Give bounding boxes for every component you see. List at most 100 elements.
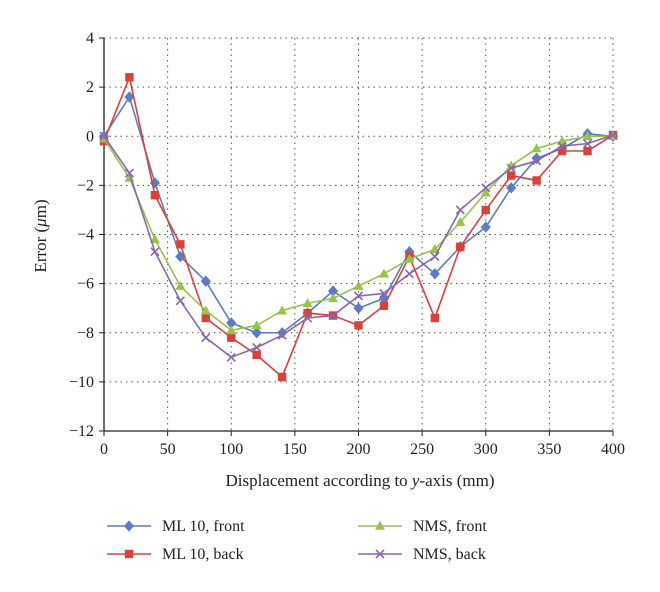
data-point xyxy=(456,242,465,251)
x-tick-label: 350 xyxy=(537,441,561,458)
data-point xyxy=(378,268,389,278)
legend-label: ML 10, front xyxy=(162,518,245,535)
data-point xyxy=(506,163,516,173)
data-point xyxy=(582,131,593,141)
y-tick-label: 0 xyxy=(86,128,94,145)
legend-entry: NMS, back xyxy=(358,546,486,563)
legend-label: ML 10, back xyxy=(162,546,244,563)
data-point xyxy=(226,325,237,335)
y-tick-label: 4 xyxy=(86,30,94,47)
legend-marker xyxy=(123,520,135,532)
data-point xyxy=(303,313,313,323)
x-axis-title: Displacement according to y-axis (mm) xyxy=(225,471,494,490)
data-point xyxy=(354,321,363,330)
data-point xyxy=(481,183,491,193)
y-axis-title: Error (μm) xyxy=(31,199,50,272)
data-point xyxy=(226,352,236,362)
data-point xyxy=(200,305,211,315)
legend-entry: NMS, front xyxy=(358,518,487,535)
data-point xyxy=(480,187,491,197)
legend: ML 10, front ML 10, back NMS, front NMS, ba… xyxy=(107,518,487,563)
y-tick-label: 2 xyxy=(86,79,94,96)
data-point xyxy=(175,280,186,290)
legend-entry: ML 10, front xyxy=(107,518,245,535)
legend-label: NMS, front xyxy=(413,518,487,535)
data-point xyxy=(353,291,364,301)
y-tick-label: −8 xyxy=(77,325,94,342)
data-point xyxy=(353,302,364,314)
data-point xyxy=(557,141,567,151)
data-point xyxy=(201,313,210,323)
data-point xyxy=(277,372,287,382)
data-point xyxy=(149,234,160,244)
data-point xyxy=(328,293,339,303)
x-tick-label: 0 xyxy=(100,441,108,458)
data-point xyxy=(175,296,185,306)
legend-entry: ML 10, back xyxy=(107,546,244,563)
data-point xyxy=(328,310,338,321)
data-point xyxy=(124,168,135,178)
data-point xyxy=(429,268,440,280)
legend-label: NMS, back xyxy=(413,546,486,563)
data-point xyxy=(531,143,542,153)
data-point xyxy=(455,205,465,215)
data-point xyxy=(252,350,261,360)
data-point xyxy=(150,191,160,200)
data-point xyxy=(200,275,211,287)
data-point xyxy=(251,326,262,339)
data-point xyxy=(227,333,236,342)
data-point xyxy=(507,171,516,180)
y-tick-label: −12 xyxy=(69,423,94,440)
y-tick-label: −6 xyxy=(77,276,94,293)
y-tick-label: −4 xyxy=(77,227,94,244)
data-point xyxy=(379,288,389,299)
data-point xyxy=(404,269,414,279)
data-point xyxy=(532,176,541,185)
data-point xyxy=(99,131,109,141)
data-point xyxy=(506,182,517,194)
x-tick-label: 300 xyxy=(474,441,498,458)
data-point xyxy=(125,73,134,82)
data-point xyxy=(481,205,490,215)
data-point xyxy=(608,130,618,140)
data-point xyxy=(277,330,287,340)
series-2 xyxy=(99,131,618,335)
data-point xyxy=(277,305,288,315)
data-series xyxy=(98,73,619,382)
data-point xyxy=(430,252,440,262)
x-tick-label: 50 xyxy=(160,441,176,458)
legend-marker xyxy=(375,549,385,559)
x-tick-label: 250 xyxy=(410,441,434,458)
data-point xyxy=(532,156,542,166)
series-line xyxy=(103,76,614,378)
data-point xyxy=(252,342,262,353)
legend-marker xyxy=(124,549,134,559)
data-point xyxy=(302,298,313,308)
data-point xyxy=(404,253,415,263)
series-1 xyxy=(99,73,618,382)
data-point xyxy=(201,333,211,343)
data-point xyxy=(430,313,440,323)
data-point xyxy=(150,247,160,257)
tick-labels: 0 50 100 150 200 250 300 350 400 −12 −10 −8 −6 −4 −2 0 2… xyxy=(69,30,625,458)
x-tick-label: 400 xyxy=(601,441,625,458)
grid xyxy=(104,37,614,431)
series-3 xyxy=(99,130,618,362)
data-point xyxy=(455,217,466,227)
data-point xyxy=(303,308,312,318)
data-point xyxy=(251,320,262,330)
data-point xyxy=(583,146,592,156)
x-tick-label: 150 xyxy=(283,441,307,458)
data-point xyxy=(582,139,593,149)
y-tick-label: −10 xyxy=(69,374,94,391)
data-point xyxy=(379,301,389,310)
x-tick-label: 200 xyxy=(347,441,371,458)
data-point xyxy=(176,240,185,249)
y-tick-label: −2 xyxy=(77,177,94,194)
data-point xyxy=(480,221,491,233)
data-point xyxy=(557,146,567,156)
data-point xyxy=(353,280,364,290)
legend-marker xyxy=(375,520,385,530)
